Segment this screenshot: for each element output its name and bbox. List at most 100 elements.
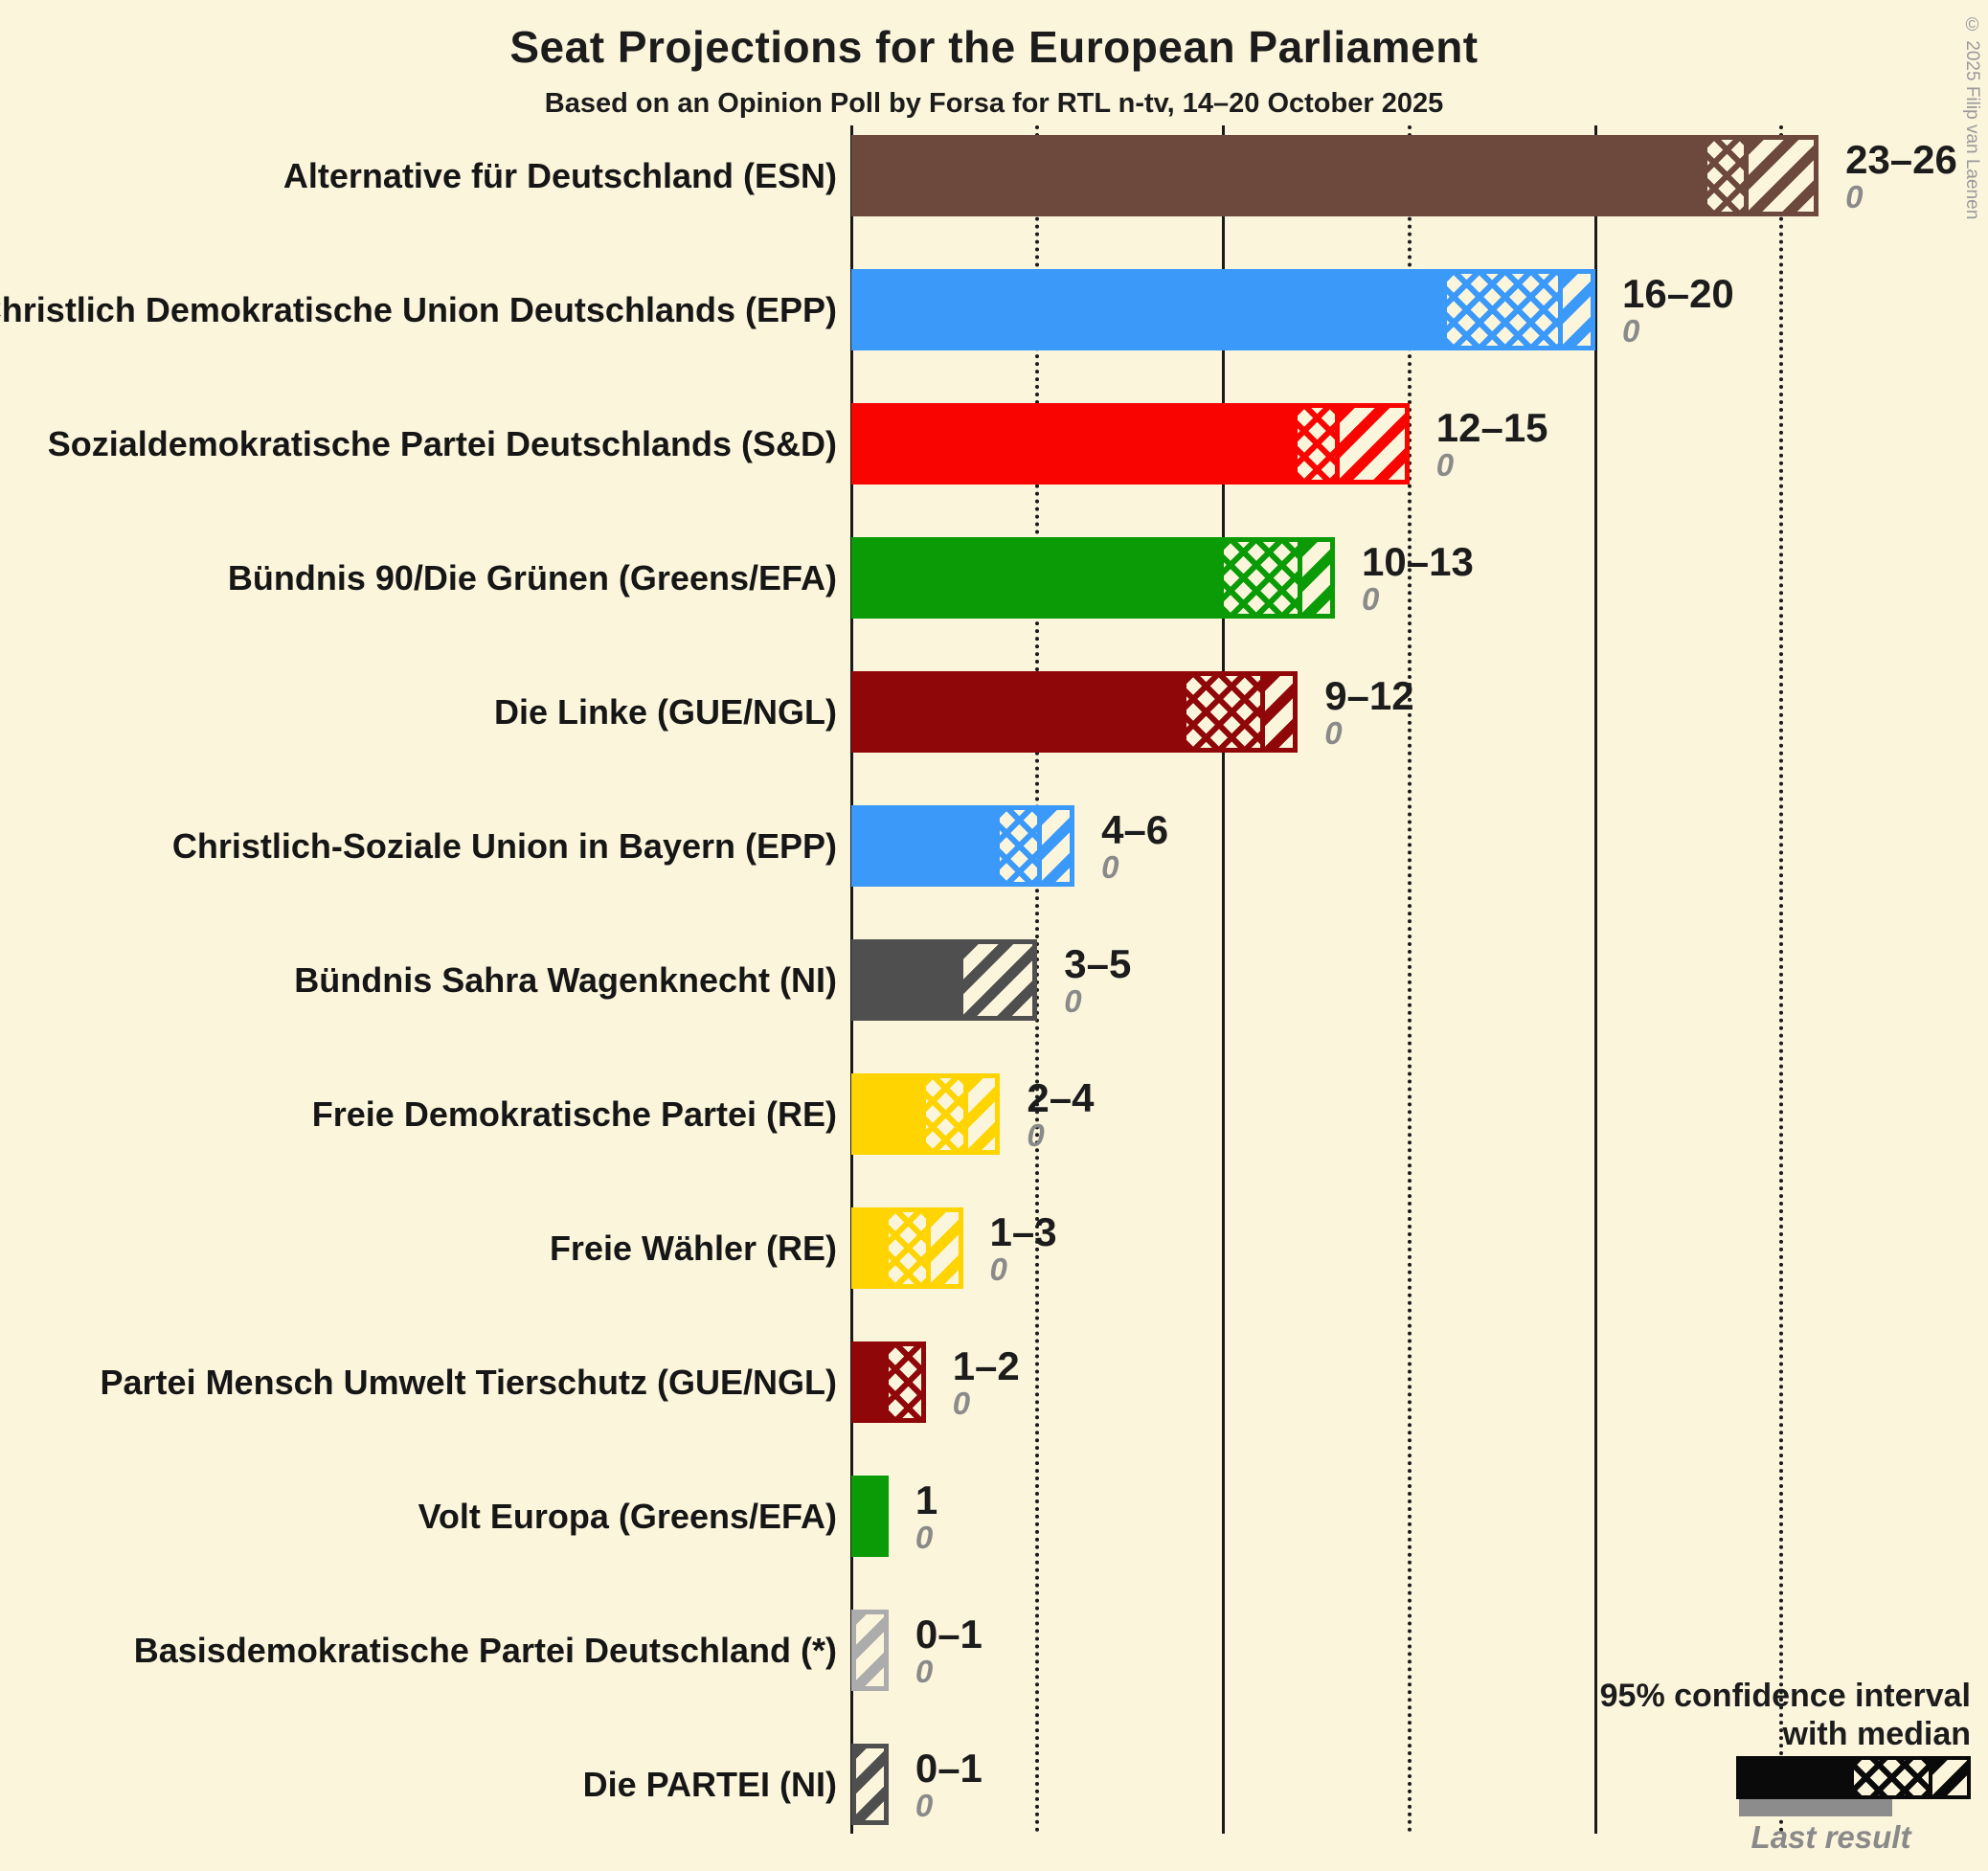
seat-range-label: 2–4 [1027,1074,1095,1120]
bar-solid-segment [856,542,1229,614]
seat-values: 3–5 0 [1064,936,1131,1025]
seat-bar [851,1476,889,1557]
bar-ci-segment [855,1748,884,1820]
seat-range-label: 12–15 [1435,404,1548,450]
bar-solid-segment [856,1078,931,1150]
seat-bar [851,1744,889,1825]
last-result-value: 0 [1101,848,1119,885]
last-result-value: 0 [1845,178,1864,214]
seat-bar [851,1073,1001,1155]
bar-median-segment [1298,408,1336,480]
last-result-value: 0 [915,1787,934,1823]
seat-range-label: 23–26 [1845,136,1957,182]
last-result-value: 0 [1362,580,1380,617]
legend-solid-segment [1740,1760,1854,1795]
party-label: Volt Europa (Greens/EFA) [418,1496,837,1536]
seat-range-label: 1–2 [952,1342,1020,1388]
bar-ci-segment [1037,810,1071,882]
party-label: Christlich Demokratische Union Deutschla… [0,289,837,329]
bar-solid-segment [855,1346,893,1418]
bar-median-segment [925,1078,963,1150]
seat-values: 23–26 0 [1845,132,1957,220]
seat-values: 1–3 0 [990,1205,1057,1293]
seat-bar [851,1207,963,1289]
bar-median-segment [1186,676,1261,748]
bar-ci-segment [962,1078,996,1150]
last-result-value: 0 [915,1519,934,1555]
gridline-dotted [1779,125,1784,1834]
seat-bar [851,1341,926,1423]
seat-values: 0–1 0 [915,1741,983,1829]
seat-range-label: 16–20 [1622,270,1734,316]
party-label: Bündnis 90/Die Grünen (Greens/EFA) [227,557,837,597]
seat-range-label: 3–5 [1064,940,1132,986]
bar-solid-segment [856,274,1452,346]
bar-ci-segment [1335,408,1405,480]
party-label: Sozialdemokratische Partei Deutschlands … [47,423,837,463]
chart-title: Seat Projections for the European Parlia… [509,22,1479,72]
bar-median-segment [888,1346,921,1418]
seat-bar [851,135,1819,216]
legend-example-bar [1736,1756,1971,1799]
bar-solid-segment [856,676,1191,748]
seat-bar [851,939,1038,1021]
bar-solid-segment [855,1480,884,1552]
bar-ci-segment [855,1614,884,1686]
seat-values: 16–20 0 [1622,266,1734,354]
last-result-value: 0 [989,1251,1007,1287]
bar-solid-segment [855,408,1303,480]
seat-values: 1–2 0 [953,1339,1020,1427]
legend-last-result-label: Last result [1751,1819,1911,1855]
party-label: Basisdemokratische Partei Deutschland (*… [133,1630,837,1670]
last-result-value: 0 [1324,714,1343,751]
copyright-note: © 2025 Filip van Laenen [1962,15,1982,220]
seat-range-label: 1 [915,1477,938,1522]
legend-median-segment [1853,1760,1929,1795]
bar-median-segment [1000,810,1038,882]
seat-range-label: 0–1 [915,1611,983,1657]
bar-ci-segment [1558,274,1591,346]
seat-values: 4–6 0 [1101,802,1168,890]
seat-bar [851,1610,889,1691]
bar-median-segment [1706,140,1745,212]
bar-median-segment [1223,542,1299,614]
party-label: Bündnis Sahra Wagenknecht (NI) [294,959,837,1000]
party-label: Alternative für Deutschland (ESN) [282,155,837,195]
party-label: Freie Wähler (RE) [549,1228,837,1268]
party-label: Freie Demokratische Partei (RE) [311,1093,837,1134]
last-result-value: 0 [1622,312,1640,349]
seat-range-label: 1–3 [989,1208,1057,1254]
legend-ci-label: 95% confidence interval [1599,1678,1971,1714]
seat-range-label: 4–6 [1101,806,1169,852]
chart-subtitle: Based on an Opinion Poll by Forsa for RT… [544,88,1444,119]
seat-range-label: 0–1 [915,1745,983,1791]
gridline-solid [1593,125,1597,1834]
gridline-solid [1222,125,1225,1834]
seat-values: 9–12 0 [1324,668,1413,756]
seat-values: 0–1 0 [915,1607,983,1695]
last-result-value: 0 [1435,446,1455,483]
seat-values: 10–13 0 [1362,534,1474,622]
gridline-dotted [1407,125,1412,1834]
seat-range-label: 10–13 [1362,538,1474,584]
party-label: Partei Mensch Umwelt Tierschutz (GUE/NGL… [100,1362,837,1402]
bar-ci-segment [925,1212,959,1284]
bar-solid-segment [855,1212,893,1284]
seat-bar [851,805,1075,887]
legend-last-result-bar [1739,1799,1892,1816]
last-result-value: 0 [952,1385,971,1421]
party-label: Christlich-Soziale Union in Bayern (EPP) [171,825,837,866]
bar-solid-segment [856,810,1005,882]
seat-values: 2–4 0 [1027,1071,1094,1159]
seat-bar [851,269,1595,350]
bar-solid-segment [856,140,1712,212]
legend-median-label: with median [1782,1716,1971,1752]
last-result-value: 0 [915,1653,934,1689]
bar-ci-segment [1260,676,1294,748]
seat-bar [851,403,1410,485]
last-result-value: 0 [1064,982,1082,1019]
bar-ci-segment [1744,140,1815,212]
seat-bar [851,671,1299,753]
